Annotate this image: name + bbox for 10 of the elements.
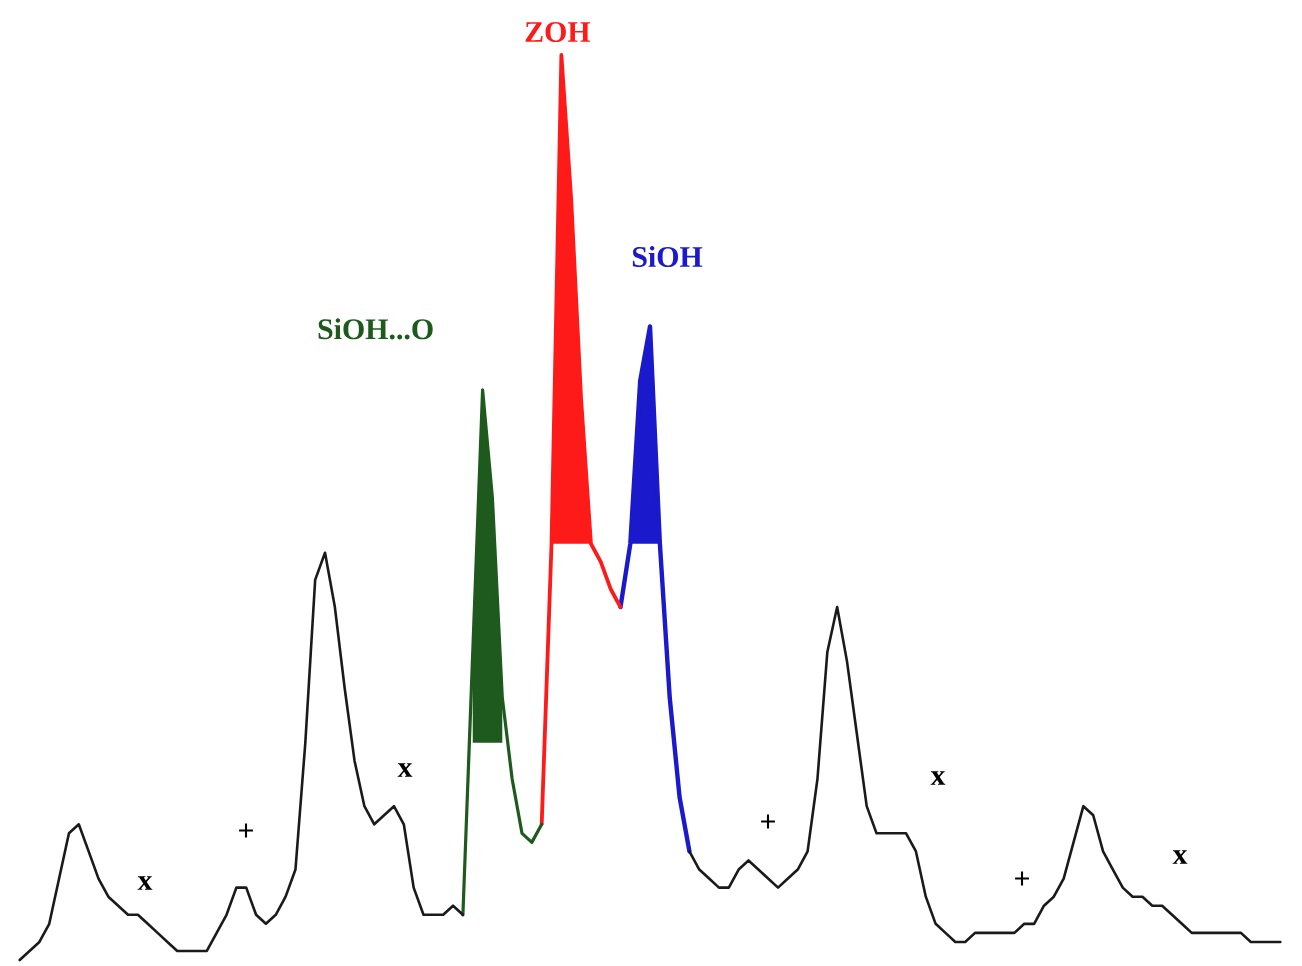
annotation: x (930, 771, 946, 785)
annotation: x (397, 763, 413, 777)
annotation: + (239, 823, 253, 838)
text: SiOH (632, 246, 703, 268)
annotation: x (1172, 850, 1188, 864)
series-label: ZOH (525, 21, 591, 43)
annotation: + (761, 814, 775, 829)
annotation: x (137, 876, 153, 890)
text: SiOH...O (318, 318, 433, 340)
annotation: + (1015, 871, 1029, 886)
